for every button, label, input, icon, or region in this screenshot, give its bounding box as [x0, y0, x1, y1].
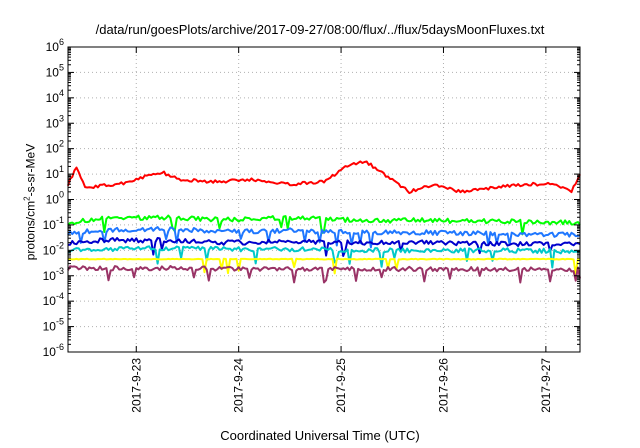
- x-axis-label: Coordinated Universal Time (UTC): [220, 428, 420, 443]
- y-tick-label: 10-6: [43, 342, 64, 359]
- series-line: [67, 265, 581, 284]
- grid-lines: [68, 47, 580, 352]
- x-tick-label: 2017-9-25: [334, 358, 348, 413]
- y-tick-label: 10-2: [43, 240, 64, 257]
- y-tick-label: 102: [46, 139, 64, 156]
- y-tick-label: 106: [46, 37, 64, 54]
- y-tick-label: 100: [46, 190, 64, 207]
- series-line: [67, 257, 581, 276]
- y-tick-label: 10-4: [43, 291, 64, 308]
- y-tick-label: 10-3: [43, 266, 64, 283]
- x-tick-label: 2017-9-26: [436, 358, 450, 413]
- tick-group: 106 105 104 103 102 101 100 10-1 10-2 10-3 10-4 10-…: [43, 37, 580, 413]
- series-line: [67, 245, 581, 269]
- y-tick-label: 105: [46, 62, 64, 79]
- y-tick-label: 10-5: [43, 317, 64, 334]
- series-line: [67, 214, 581, 236]
- series-group: [67, 160, 581, 284]
- x-tick-label: 2017-9-24: [232, 358, 246, 413]
- y-tick-label: 10-1: [43, 215, 64, 232]
- series-line: [67, 160, 581, 195]
- series-line: [67, 226, 581, 249]
- x-tick-label: 2017-9-23: [129, 358, 143, 413]
- y-tick-label: 101: [46, 164, 64, 181]
- chart-title: /data/run/goesPlots/archive/2017-09-27/0…: [95, 22, 545, 37]
- x-tick-label: 2017-9-27: [539, 358, 553, 413]
- y-tick-label: 104: [46, 88, 64, 105]
- y-axis-label: protons/cm2-s-sr-MeV: [22, 143, 38, 261]
- y-tick-label: 103: [46, 113, 64, 130]
- series-line: [67, 237, 581, 257]
